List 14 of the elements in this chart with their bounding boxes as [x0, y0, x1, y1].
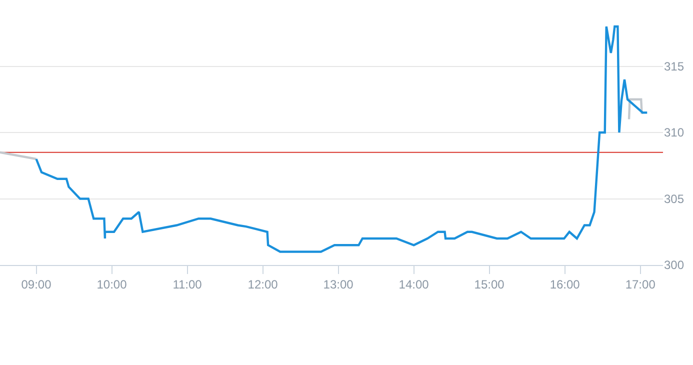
y-tick-label: 310 — [664, 126, 684, 140]
x-tick-label: 12:00 — [248, 277, 278, 292]
x-tick-label: 16:00 — [550, 277, 580, 292]
y-tick-label: 300 — [664, 258, 684, 272]
x-tick-label: 13:00 — [323, 277, 354, 292]
x-tick-label: 17:00 — [625, 277, 656, 292]
x-tick-label: 10:00 — [96, 277, 128, 292]
y-tick-label: 305 — [664, 192, 684, 206]
line-series — [35, 25, 648, 253]
y-tick-label: 315 — [664, 59, 684, 74]
x-tick-label: 14:00 — [398, 277, 430, 292]
x-tick-label: 09:00 — [21, 277, 52, 292]
x-tick-label: 15:00 — [474, 277, 505, 292]
x-tick-label: 11:00 — [172, 277, 202, 292]
